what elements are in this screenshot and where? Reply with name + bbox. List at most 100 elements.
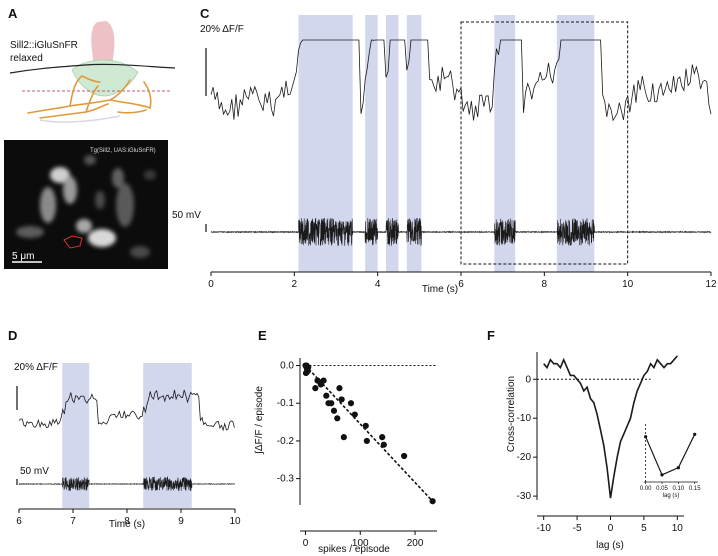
panel-c-xlabel: Time (s) bbox=[422, 284, 458, 295]
inset-tick-label: 0.00 bbox=[640, 486, 652, 492]
panel-c-x-axis: 0 2 4 6 8 10 12 bbox=[208, 271, 717, 290]
scatter-point bbox=[340, 434, 347, 441]
panel-b-micrograph: Tg(Sill2, UAS:iGluSnFR) 5 μm bbox=[4, 140, 168, 269]
panel-d-label: D bbox=[8, 328, 17, 343]
panel-e-scatter: 0.0-0.1-0.2-0.30 100 200 spikes / episode … bbox=[254, 358, 437, 555]
stim-episode bbox=[494, 15, 516, 272]
panel-f-ylabel: Cross-correlation bbox=[506, 376, 517, 452]
scatter-point bbox=[328, 400, 335, 407]
scatter-point bbox=[334, 415, 341, 422]
roi-outline bbox=[63, 235, 83, 249]
e-x-tick-label: 200 bbox=[407, 538, 424, 549]
f-x-tick-label: -5 bbox=[573, 523, 582, 534]
f-y-tick-label: -10 bbox=[517, 413, 532, 424]
stim-episode bbox=[365, 15, 378, 272]
neuron-processes bbox=[27, 75, 152, 119]
inset-point bbox=[676, 466, 680, 470]
crosscorr-line bbox=[543, 355, 678, 499]
voltage-trace bbox=[210, 217, 712, 246]
scalebar-label: 5 μm bbox=[12, 251, 34, 262]
c-tick-label: 12 bbox=[705, 279, 717, 290]
f-x-tick-label: 5 bbox=[641, 523, 647, 534]
schematic-label-1: Sill2::iGluSnFR bbox=[10, 40, 78, 51]
f-y-tick-label: -20 bbox=[517, 452, 532, 463]
panel-a-schematic: Sill2::iGluSnFR relaxed bbox=[9, 21, 176, 123]
surface-line bbox=[9, 63, 176, 74]
panel-e-points bbox=[302, 362, 436, 505]
d-tick-label: 10 bbox=[229, 516, 241, 527]
c-tick-label: 0 bbox=[208, 279, 214, 290]
panel-f-crosscorr: 0 -10 -20 -30 -10 -5 0 5 10 lag (s) Cross-correl… bbox=[506, 352, 701, 551]
neuron-ghost bbox=[39, 115, 121, 123]
scatter-point bbox=[363, 437, 370, 445]
panel-f-axes: 0 -10 -20 -30 -10 -5 0 5 10 bbox=[517, 352, 684, 534]
c-tick-label: 4 bbox=[375, 279, 381, 290]
scatter-point bbox=[302, 369, 310, 377]
scatter-point bbox=[330, 407, 338, 414]
d-tick-label: 9 bbox=[178, 516, 184, 527]
stim-episode bbox=[386, 15, 399, 272]
schematic-label-2: relaxed bbox=[10, 53, 43, 64]
e-y-tick-label: -0.1 bbox=[277, 398, 295, 409]
e-fit-line bbox=[304, 364, 434, 502]
scatter-point bbox=[379, 434, 386, 441]
panel-c-traces: 20% ΔF/F 50 mV 0 2 4 6 8 10 12 Time (s) bbox=[172, 15, 717, 295]
inset-point bbox=[644, 435, 648, 439]
mv-scale-label: 50 mV bbox=[172, 210, 201, 221]
scatter-point bbox=[347, 400, 355, 407]
c-tick-label: 10 bbox=[622, 279, 634, 290]
e-y-tick-label: -0.3 bbox=[277, 474, 295, 485]
zoom-window-box bbox=[460, 21, 629, 265]
dff-scale-label: 20% ΔF/F bbox=[200, 24, 244, 35]
panel-e-ylabel: ∫ΔF/F / episode bbox=[254, 386, 265, 455]
inset-tick-label: 0.05 bbox=[656, 486, 668, 492]
inset-line bbox=[645, 434, 696, 476]
panel-d-xlabel: Time (s) bbox=[109, 519, 145, 530]
scatter-point bbox=[336, 385, 343, 392]
panel-e-label: E bbox=[258, 328, 267, 343]
f-y-tick-label: -30 bbox=[517, 491, 532, 502]
inset-point bbox=[693, 432, 697, 436]
panel-a-label: A bbox=[8, 6, 18, 21]
scatter-point bbox=[303, 362, 310, 369]
glia-shape bbox=[71, 59, 139, 97]
scatter-point bbox=[338, 396, 345, 403]
fluorescence-signal bbox=[16, 155, 156, 258]
d-dff-trace bbox=[18, 389, 235, 432]
scatter-point bbox=[323, 392, 330, 399]
c-tick-label: 2 bbox=[292, 279, 298, 290]
inset-xlabel: lag (s) bbox=[663, 493, 680, 499]
panel-e-axes: 0.0 -0.1 -0.2 -0.3 0 100 200 bbox=[277, 358, 437, 549]
stim-episode bbox=[406, 15, 422, 272]
panel-f-xlabel: lag (s) bbox=[596, 540, 624, 551]
d-tick-label: 6 bbox=[16, 516, 22, 527]
d-tick-label: 8 bbox=[124, 516, 130, 527]
scatter-point bbox=[320, 377, 327, 384]
e-x-tick-label: 0 bbox=[303, 538, 309, 549]
f-y-tick-label: 0 bbox=[525, 374, 531, 385]
scatter-point bbox=[380, 441, 387, 448]
inset-tick-label: 0.10 bbox=[673, 486, 685, 492]
f-x-tick-label: -10 bbox=[536, 523, 551, 534]
panel-f-label: F bbox=[487, 328, 495, 343]
inset-tick-label: 0.15 bbox=[689, 486, 701, 492]
f-x-tick-label: 0 bbox=[608, 523, 614, 534]
d-tick-label: 7 bbox=[70, 516, 76, 527]
c-tick-label: 8 bbox=[542, 279, 548, 290]
crosscorr-inset: 0.00 0.05 0.10 0.15 lag (s) bbox=[640, 424, 701, 499]
inset-point bbox=[660, 473, 664, 477]
e-x-tick-label: 100 bbox=[352, 538, 369, 549]
d-mv-scale-label: 50 mV bbox=[20, 466, 49, 477]
panel-c-label: C bbox=[200, 6, 210, 21]
c-tick-label: 6 bbox=[458, 279, 464, 290]
scatter-point bbox=[312, 385, 319, 392]
dff-trace bbox=[210, 39, 712, 122]
panel-d-x-axis: 6 7 8 9 10 bbox=[16, 508, 241, 527]
scatter-point bbox=[362, 422, 369, 429]
scatter-point bbox=[351, 411, 358, 418]
cell-body-shape bbox=[91, 21, 115, 68]
micrograph-caption: Tg(Sill2, UAS:iGluSnFR) bbox=[90, 148, 156, 154]
scatter-point bbox=[401, 452, 408, 460]
f-x-tick-label: 10 bbox=[672, 523, 684, 534]
